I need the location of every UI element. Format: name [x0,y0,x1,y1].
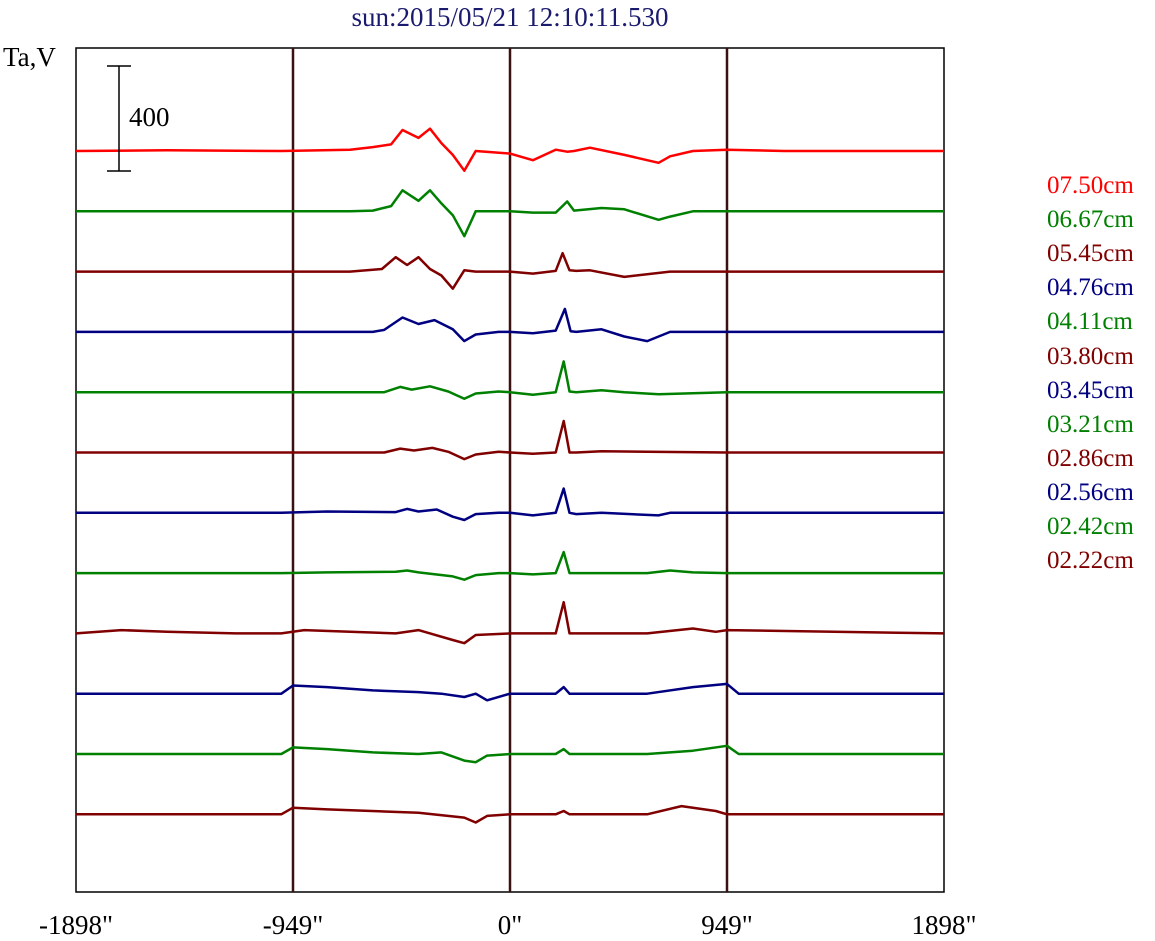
legend-item-05.45cm: 05.45cm [1047,240,1134,268]
traces [75,127,945,824]
legend-item-07.50cm: 07.50cm [1047,172,1134,199]
vertical-lines [291,48,729,892]
legend-item-03.80cm: 03.80cm [1047,342,1134,370]
trace-04.76cm [76,307,944,343]
trace-04.11cm [76,360,944,401]
legend-item-06.67cm: 06.67cm [1047,206,1134,234]
scale-bar: 400 [107,65,170,172]
trace-03.80cm [76,419,944,461]
x-tick-label: 949" [701,910,753,940]
legend-item-02.56cm: 02.56cm [1047,478,1134,506]
x-tick-label: 0" [498,910,523,940]
x-tick-label: -1898" [39,910,113,940]
trace-07.50cm [75,127,944,172]
trace-02.86cm [75,600,945,645]
legend-item-02.42cm: 02.42cm [1047,513,1134,540]
trace-02.56cm [76,682,944,702]
legend-item-03.45cm: 03.45cm [1047,376,1134,404]
x-tick-labels: -1898" -949" 0" 949" 1898" [39,910,977,940]
legend-item-02.86cm: 02.86cm [1047,444,1134,472]
trace-02.22cm [76,804,944,824]
x-tick-label: -949" [263,910,324,940]
trace-03.21cm [76,550,944,581]
legend-item-04.76cm: 04.76cm [1047,274,1134,302]
trace-03.45cm [76,487,944,522]
trace-06.67cm [76,189,944,238]
x-tick-label: 1898" [911,910,976,940]
legend-item-04.11cm: 04.11cm [1047,308,1133,336]
scale-bar-label: 400 [129,102,170,132]
trace-02.42cm [76,744,944,764]
y-axis-label: Ta,V [3,42,56,72]
legend-item-03.21cm: 03.21cm [1047,410,1134,438]
chart-title: sun:2015/05/21 12:10:11.530 [351,2,668,32]
legend-item-02.22cm: 02.22cm [1047,547,1134,575]
trace-05.45cm [76,251,944,290]
